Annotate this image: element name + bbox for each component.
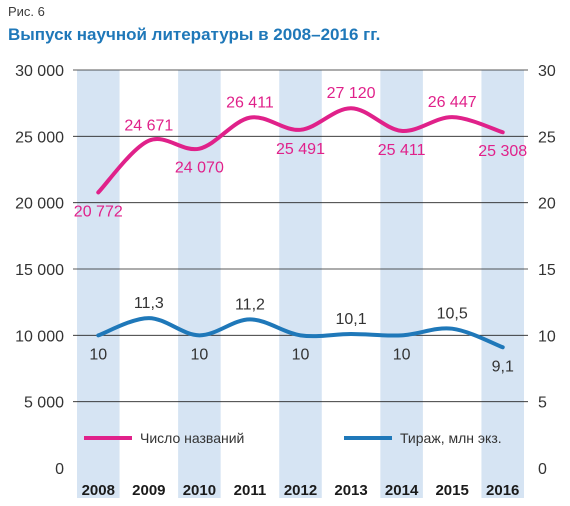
data-label: 20 772 [74,203,123,220]
x-axis-tick-label: 2013 [334,482,367,499]
data-label: 26 447 [428,94,477,111]
column-band [77,70,120,498]
chart-title: Выпуск научной литературы в 2008–2016 гг… [8,25,381,44]
x-axis-tick-label: 2014 [385,482,419,499]
column-band [279,70,322,498]
right-axis-tick-label: 10 [538,328,556,345]
data-label: 9,1 [492,358,514,375]
data-label: 27 120 [327,85,376,102]
left-axis-tick-label: 0 [55,461,64,478]
data-label: 11,2 [235,296,265,313]
x-axis-tick-label: 2011 [234,482,267,499]
left-axis-tick-label: 10 000 [15,328,64,345]
figure-label: Рис. 6 [8,4,45,19]
series-line-1 [96,106,505,195]
left-axis-tick-label: 25 000 [15,129,64,146]
data-label: 11,3 [134,295,164,312]
right-axis-tick-label: 5 [538,395,547,412]
x-axis-tick-label: 2016 [486,482,519,499]
column-band [380,70,423,498]
data-label: 10 [89,346,107,363]
data-label: 26 411 [226,95,274,112]
x-axis-tick-label: 2009 [132,482,165,499]
data-label: 25 491 [276,141,325,158]
right-axis-tick-label: 15 [538,262,556,279]
data-label: 25 308 [478,143,527,160]
x-axis-tick-label: 2012 [284,482,317,499]
left-axis-tick-label: 30 000 [15,63,64,80]
x-axis-tick-label: 2008 [82,482,115,499]
column-band [481,70,524,498]
left-axis-tick-label: 5 000 [24,395,64,412]
legend-label-1: Число названий [140,430,244,446]
data-label: 10,5 [437,306,468,323]
data-label: 24 070 [175,160,224,177]
right-axis-tick-label: 20 [538,196,556,213]
right-axis-tick-label: 30 [538,63,556,80]
right-axis-tick-label: 25 [538,129,556,146]
data-label: 10 [190,346,208,363]
data-label: 25 411 [378,142,426,159]
data-label: 10 [393,346,411,363]
x-axis-tick-label: 2015 [435,482,468,499]
left-axis-tick-label: 15 000 [15,262,64,279]
x-axis-tick-label: 2010 [183,482,216,499]
data-label: 24 671 [124,118,173,135]
left-axis-tick-label: 20 000 [15,196,64,213]
series-line-2 [96,316,505,350]
data-label: 10 [292,346,310,363]
data-label: 10,1 [335,311,366,328]
right-axis-tick-label: 0 [538,461,547,478]
legend-label-2: Тираж, млн экз. [400,430,502,446]
